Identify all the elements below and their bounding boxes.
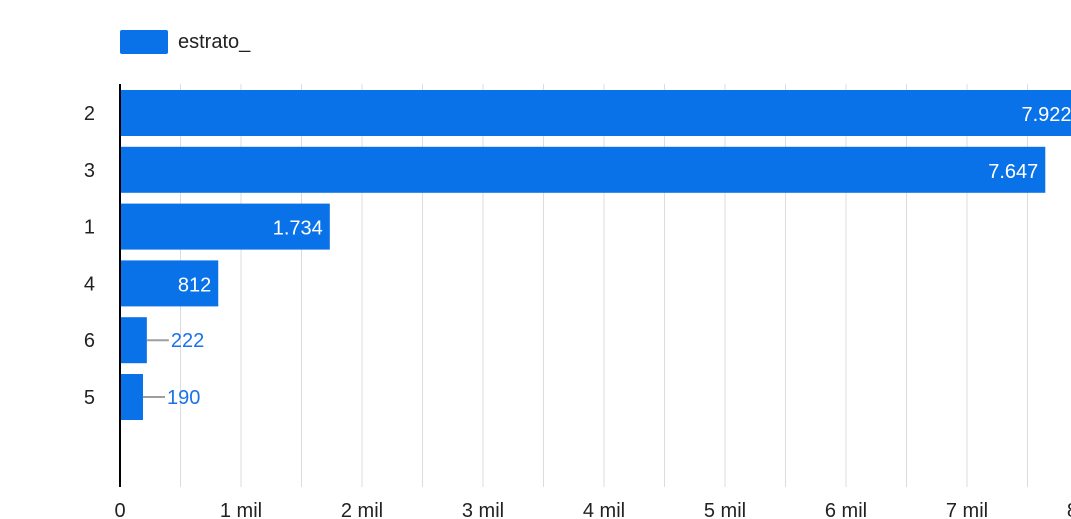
category-label: 6 bbox=[84, 330, 95, 352]
x-tick-label: 4 mil bbox=[583, 500, 625, 519]
category-label: 4 bbox=[84, 273, 95, 295]
bar bbox=[120, 203, 330, 250]
data-label: 812 bbox=[178, 274, 211, 296]
bar bbox=[120, 90, 1071, 136]
category-label: 5 bbox=[84, 387, 95, 409]
x-tick-label: 3 mil bbox=[462, 500, 504, 519]
x-tick-label: 7 mil bbox=[946, 500, 988, 519]
legend-label: estrato_ bbox=[178, 30, 251, 53]
x-tick-label: 0 bbox=[114, 500, 125, 519]
legend-swatch bbox=[120, 30, 168, 54]
data-label: 222 bbox=[171, 330, 204, 352]
legend: estrato_ bbox=[120, 30, 250, 54]
x-tick-label: 2 mil bbox=[341, 500, 383, 519]
category-label: 1 bbox=[84, 217, 95, 239]
bar bbox=[120, 374, 143, 420]
data-label: 1.734 bbox=[273, 218, 323, 240]
x-tick-label: 5 mil bbox=[704, 500, 746, 519]
data-label: 7.922 bbox=[1021, 104, 1071, 126]
bar bbox=[120, 317, 147, 364]
bar bbox=[120, 146, 1046, 193]
x-tick-label: 1 mil bbox=[220, 500, 262, 519]
category-label: 3 bbox=[84, 160, 95, 182]
data-label: 7.647 bbox=[988, 161, 1038, 183]
x-tick-label: 8 mil bbox=[1067, 500, 1071, 519]
data-label: 190 bbox=[167, 387, 200, 409]
x-tick-label: 6 mil bbox=[825, 500, 867, 519]
category-label: 2 bbox=[84, 103, 95, 125]
bar bbox=[120, 260, 219, 307]
